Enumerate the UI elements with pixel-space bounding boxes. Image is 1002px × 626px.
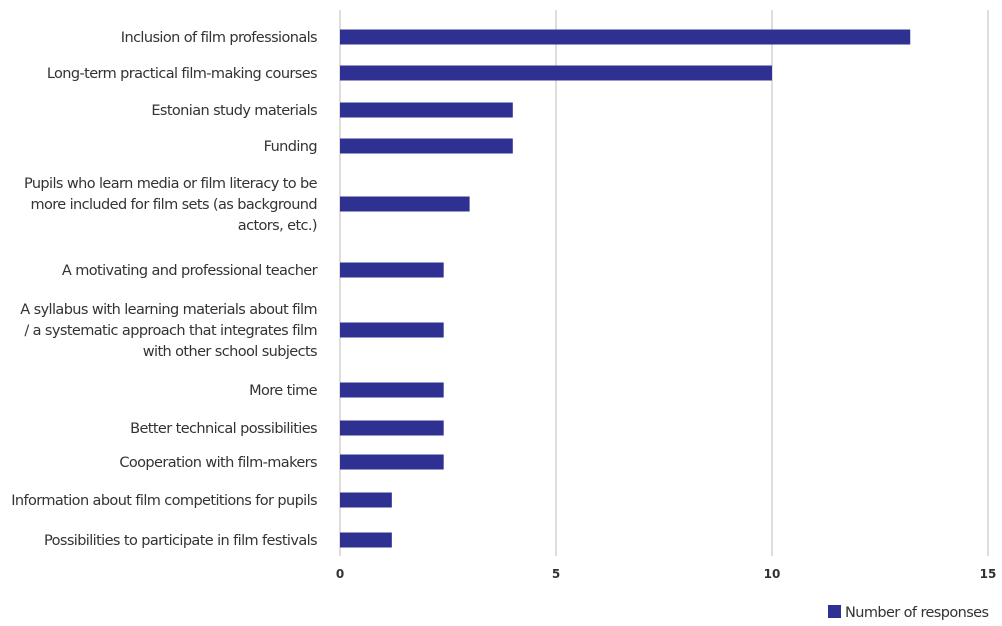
bar-4 bbox=[340, 138, 513, 154]
category-label-line: Estonian study materials bbox=[151, 103, 317, 119]
x-tick-label-10: 10 bbox=[764, 567, 781, 581]
category-label-line: / a systematic approach that integrates … bbox=[24, 323, 317, 339]
category-label-1: Inclusion of film professionals bbox=[121, 30, 317, 46]
category-label-line: more included for film sets (as backgrou… bbox=[30, 197, 317, 213]
category-label-line: Long-term practical film-making courses bbox=[47, 66, 317, 82]
x-tick-label-5: 5 bbox=[552, 567, 560, 581]
x-tick-label-15: 15 bbox=[980, 567, 997, 581]
category-label-12: Possibilities to participate in film fes… bbox=[44, 533, 317, 549]
bar-6 bbox=[340, 262, 444, 278]
bar-8 bbox=[340, 382, 444, 398]
category-label-2: Long-term practical film-making courses bbox=[47, 66, 317, 82]
bars bbox=[340, 29, 911, 548]
bar-2 bbox=[340, 65, 772, 81]
category-label-6: A motivating and professional teacher bbox=[62, 263, 318, 279]
category-label-line: Possibilities to participate in film fes… bbox=[44, 533, 317, 549]
category-label-line: Pupils who learn media or film literacy … bbox=[24, 176, 318, 192]
category-label-line: Information about film competitions for … bbox=[11, 493, 317, 509]
x-axis-ticks: 0 5 10 15 bbox=[336, 567, 997, 581]
category-label-line: Inclusion of film professionals bbox=[121, 30, 317, 46]
category-label-9: Better technical possibilities bbox=[130, 421, 317, 437]
legend-label: Number of responses bbox=[845, 605, 989, 621]
category-label-line: Better technical possibilities bbox=[130, 421, 317, 437]
category-label-3: Estonian study materials bbox=[151, 103, 317, 119]
bar-12 bbox=[340, 532, 392, 548]
category-label-8: More time bbox=[249, 383, 318, 399]
x-tick-label-0: 0 bbox=[336, 567, 344, 581]
category-label-line: actors, etc.) bbox=[238, 218, 317, 234]
bar-7 bbox=[340, 322, 444, 338]
category-label-line: More time bbox=[249, 383, 318, 399]
category-label-line: Cooperation with film-makers bbox=[119, 455, 317, 471]
category-label-line: A syllabus with learning materials about… bbox=[20, 302, 317, 318]
bar-3 bbox=[340, 102, 513, 118]
bar-9 bbox=[340, 420, 444, 436]
category-label-line: A motivating and professional teacher bbox=[62, 263, 318, 279]
legend: Number of responses bbox=[828, 605, 989, 621]
category-label-10: Cooperation with film-makers bbox=[119, 455, 317, 471]
category-label-11: Information about film competitions for … bbox=[11, 493, 317, 509]
category-label-4: Funding bbox=[264, 139, 317, 155]
legend-swatch bbox=[828, 605, 841, 618]
bar-5 bbox=[340, 196, 470, 212]
bar-10 bbox=[340, 454, 444, 470]
bar-11 bbox=[340, 492, 392, 508]
category-label-7: A syllabus with learning materials about… bbox=[20, 302, 317, 360]
bar-1 bbox=[340, 29, 911, 45]
category-labels: Inclusion of film professionals Long-term… bbox=[11, 30, 318, 549]
category-label-line: Funding bbox=[264, 139, 317, 155]
gridlines bbox=[339, 10, 989, 556]
category-label-line: with other school subjects bbox=[143, 344, 317, 360]
category-label-5: Pupils who learn media or film literacy … bbox=[24, 176, 318, 234]
